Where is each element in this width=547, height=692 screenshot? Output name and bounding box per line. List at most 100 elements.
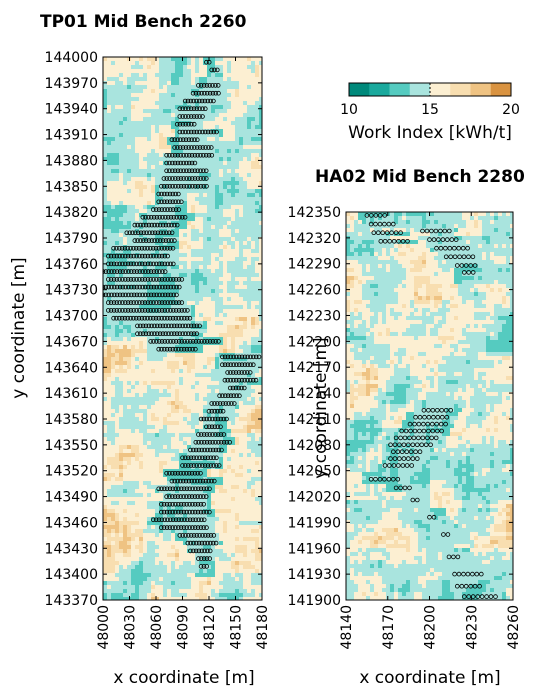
heat-cell bbox=[123, 349, 128, 354]
heat-cell bbox=[195, 445, 200, 450]
heat-cell bbox=[147, 437, 152, 442]
heat-cell bbox=[191, 289, 196, 294]
heat-cell bbox=[195, 237, 200, 242]
heat-cell bbox=[259, 405, 262, 410]
heat-cell bbox=[103, 481, 108, 486]
heat-cell bbox=[219, 249, 224, 254]
heat-cell bbox=[151, 189, 156, 194]
heat-cell bbox=[139, 397, 144, 402]
heat-cell bbox=[195, 413, 200, 418]
heat-cell bbox=[167, 185, 172, 190]
heat-cell bbox=[139, 217, 144, 222]
heat-cell bbox=[127, 509, 132, 514]
heat-cell bbox=[191, 505, 196, 510]
heat-cell bbox=[247, 265, 252, 270]
heat-cell bbox=[111, 265, 116, 270]
heat-cell bbox=[119, 425, 124, 430]
heat-cell bbox=[123, 369, 128, 374]
heat-cell bbox=[107, 465, 112, 470]
heat-cell bbox=[243, 121, 248, 126]
heat-cell bbox=[211, 265, 216, 270]
heat-cell bbox=[123, 429, 128, 434]
heat-cell bbox=[139, 369, 144, 374]
heat-cell bbox=[211, 197, 216, 202]
heat-cell bbox=[251, 397, 256, 402]
heat-cell bbox=[131, 205, 136, 210]
heat-cell bbox=[203, 321, 208, 326]
heat-cell bbox=[187, 537, 192, 542]
heat-cell bbox=[175, 421, 180, 426]
heat-cell bbox=[231, 133, 236, 138]
heat-cell bbox=[251, 377, 256, 382]
heat-cell bbox=[179, 245, 184, 250]
heat-cell bbox=[199, 445, 204, 450]
heat-cell bbox=[139, 201, 144, 206]
heat-cell bbox=[195, 393, 200, 398]
heat-cell bbox=[111, 333, 116, 338]
heat-cell bbox=[151, 425, 156, 430]
heat-cell bbox=[155, 421, 160, 426]
heat-cell bbox=[123, 337, 128, 342]
heat-cell bbox=[111, 325, 116, 330]
heat-cell bbox=[175, 405, 180, 410]
heat-cell bbox=[147, 209, 152, 214]
heat-cell bbox=[215, 201, 220, 206]
heat-cell bbox=[219, 281, 224, 286]
heat-cell bbox=[143, 81, 148, 86]
heat-cell bbox=[255, 441, 260, 446]
heat-cell bbox=[123, 157, 128, 162]
heat-cell bbox=[131, 533, 136, 538]
heat-cell bbox=[107, 81, 112, 86]
heat-cell bbox=[235, 461, 240, 466]
heat-cell bbox=[155, 533, 160, 538]
heat-cell bbox=[191, 325, 196, 330]
heat-cell bbox=[143, 361, 148, 366]
heat-cell bbox=[167, 137, 172, 142]
heat-cell bbox=[115, 481, 120, 486]
heat-cell bbox=[171, 329, 176, 334]
heat-cell bbox=[159, 189, 164, 194]
heat-cell bbox=[163, 429, 168, 434]
heat-cell bbox=[111, 421, 116, 426]
heat-cell bbox=[179, 509, 184, 514]
heat-cell bbox=[159, 501, 164, 506]
heat-cell bbox=[155, 321, 160, 326]
heat-cell bbox=[251, 517, 256, 522]
heat-cell bbox=[231, 129, 236, 134]
heat-cell bbox=[151, 185, 156, 190]
heat-cell bbox=[251, 465, 256, 470]
heat-cell bbox=[123, 373, 128, 378]
heat-cell bbox=[143, 545, 148, 550]
heat-cell bbox=[143, 61, 148, 66]
heat-cell bbox=[159, 397, 164, 402]
heat-cell bbox=[191, 457, 196, 462]
heat-cell bbox=[119, 217, 124, 222]
heat-cell bbox=[147, 189, 152, 194]
heat-cell bbox=[231, 229, 236, 234]
heat-cell bbox=[147, 105, 152, 110]
heat-cell bbox=[191, 353, 196, 358]
heat-cell bbox=[231, 409, 236, 414]
heat-cell bbox=[231, 453, 236, 458]
heat-cell bbox=[147, 197, 152, 202]
heat-cell bbox=[155, 65, 160, 70]
heat-cell bbox=[187, 549, 192, 554]
heat-cell bbox=[219, 321, 224, 326]
heat-cell bbox=[179, 437, 184, 442]
heat-cell bbox=[127, 433, 132, 438]
heat-cell bbox=[187, 505, 192, 510]
heat-cell bbox=[135, 241, 140, 246]
heat-cell bbox=[223, 461, 228, 466]
heat-cell bbox=[215, 105, 220, 110]
heat-cell bbox=[235, 305, 240, 310]
heat-cell bbox=[131, 457, 136, 462]
heat-cell bbox=[167, 401, 172, 406]
heat-cell bbox=[175, 465, 180, 470]
heat-cell bbox=[219, 245, 224, 250]
heat-cell bbox=[247, 313, 252, 318]
heat-cell bbox=[239, 113, 244, 118]
heat-cell bbox=[215, 509, 220, 514]
heat-cell bbox=[183, 189, 188, 194]
heat-cell bbox=[131, 381, 136, 386]
heat-cell bbox=[191, 545, 196, 550]
